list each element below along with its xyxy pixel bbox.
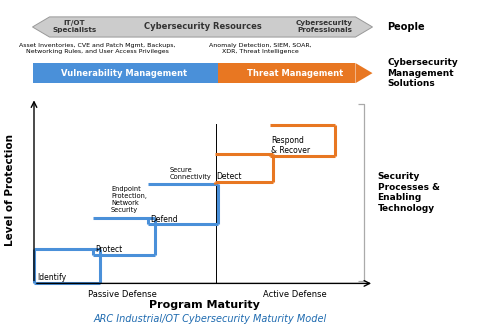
Text: Identify: Identify — [38, 273, 66, 282]
Text: Active Defense: Active Defense — [263, 290, 327, 299]
Text: People: People — [388, 22, 425, 32]
Text: IT/OT
Specialists: IT/OT Specialists — [52, 20, 96, 33]
Text: Threat Management: Threat Management — [247, 69, 343, 78]
Text: Vulnerability Management: Vulnerability Management — [60, 69, 187, 78]
Text: Detect: Detect — [216, 172, 242, 181]
Text: Cybersecurity
Professionals: Cybersecurity Professionals — [296, 20, 353, 33]
Text: Asset Inventories, CVE and Patch Mgmt, Backups,
Networking Rules, and User Acces: Asset Inventories, CVE and Patch Mgmt, B… — [19, 44, 176, 54]
Polygon shape — [218, 63, 235, 83]
Text: Secure
Connectivity: Secure Connectivity — [170, 167, 212, 180]
Text: Security
Processes &
Enabling
Technology: Security Processes & Enabling Technology — [378, 173, 440, 213]
Text: Endpoint
Protection,
Network
Security: Endpoint Protection, Network Security — [111, 186, 147, 213]
Text: Cybersecurity Resources: Cybersecurity Resources — [144, 22, 262, 32]
Text: Level of Protection: Level of Protection — [5, 135, 15, 246]
Text: ARC Industrial/OT Cybersecurity Maturity Model: ARC Industrial/OT Cybersecurity Maturity… — [94, 314, 326, 324]
Polygon shape — [32, 17, 372, 37]
Text: Program Maturity: Program Maturity — [148, 300, 260, 310]
Text: Defend: Defend — [150, 214, 178, 224]
Bar — [218, 63, 356, 83]
Text: Cybersecurity
Management
Solutions: Cybersecurity Management Solutions — [388, 58, 458, 88]
Polygon shape — [356, 63, 372, 83]
Text: Respond
& Recover: Respond & Recover — [271, 136, 310, 155]
Bar — [32, 63, 218, 83]
Text: Protect: Protect — [95, 245, 122, 254]
Text: Passive Defense: Passive Defense — [88, 290, 157, 299]
Text: Anomaly Detection, SIEM, SOAR,
XDR, Threat Intelligence: Anomaly Detection, SIEM, SOAR, XDR, Thre… — [208, 44, 312, 54]
